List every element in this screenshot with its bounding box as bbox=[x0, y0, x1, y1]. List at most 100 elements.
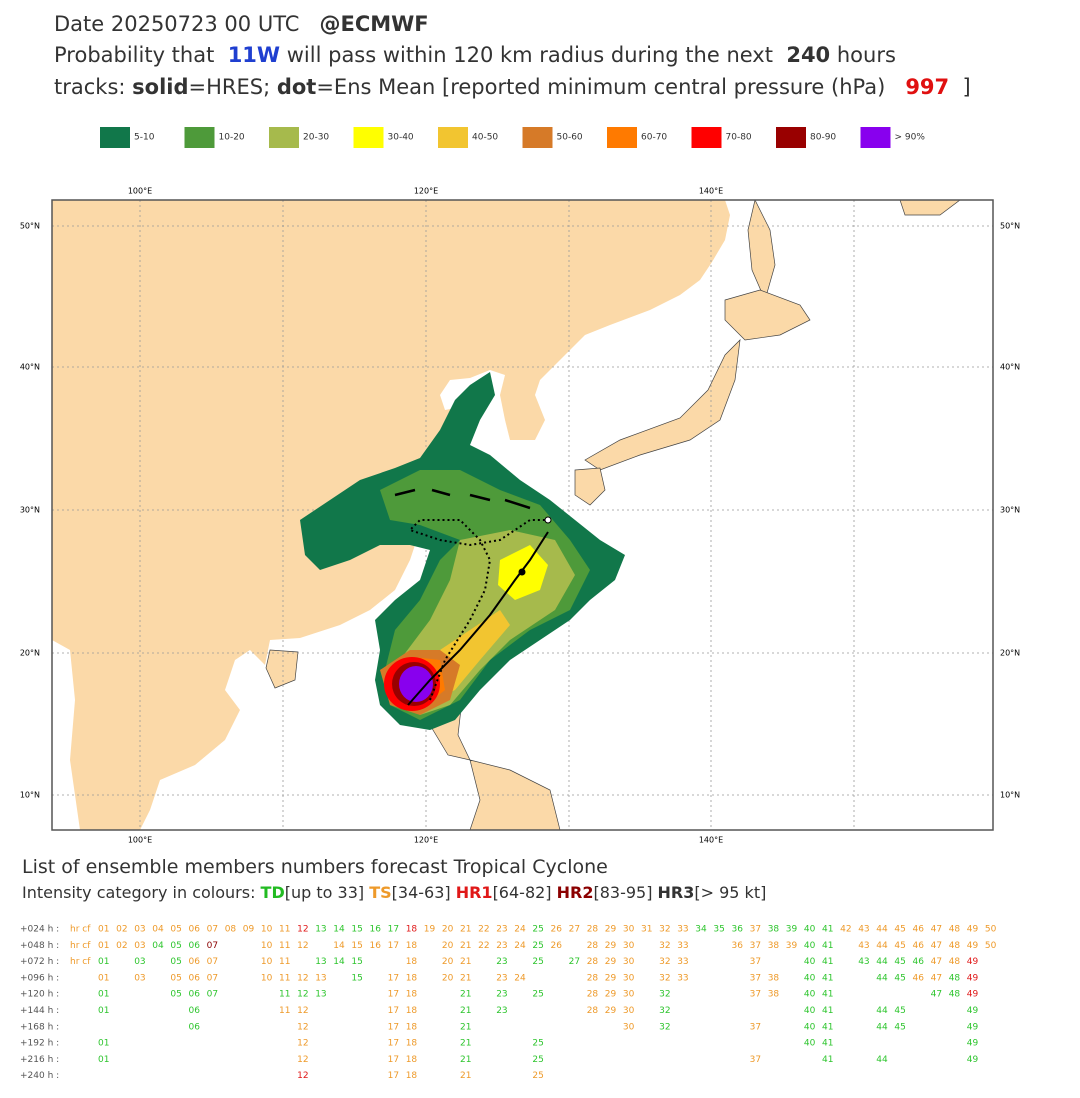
member-number: 16 bbox=[370, 941, 382, 951]
member-number: 44 bbox=[876, 925, 888, 935]
member-number: 17 bbox=[388, 925, 399, 935]
member-number: 38 bbox=[768, 941, 780, 951]
member-number: 30 bbox=[623, 957, 635, 967]
member-number: 32 bbox=[659, 973, 670, 983]
row-label: +240 h : bbox=[20, 1071, 59, 1081]
legend-label: 20-30 bbox=[303, 133, 329, 143]
member-number: 48 bbox=[949, 925, 961, 935]
member-number: 36 bbox=[732, 925, 744, 935]
legend-swatch bbox=[691, 127, 722, 148]
map-frame bbox=[51, 199, 994, 831]
member-number: 03 bbox=[134, 973, 145, 983]
member-number: hr cf bbox=[70, 957, 91, 967]
text-segment: TS bbox=[369, 883, 392, 902]
member-number: 13 bbox=[315, 973, 326, 983]
member-number: 11 bbox=[279, 957, 290, 967]
member-number: 10 bbox=[261, 957, 273, 967]
member-number: 47 bbox=[931, 973, 942, 983]
member-number: 39 bbox=[786, 925, 798, 935]
text-segment: Intensity category in colours: bbox=[22, 883, 261, 902]
member-number: 45 bbox=[894, 1006, 905, 1016]
member-number: 01 bbox=[98, 957, 109, 967]
member-number: 07 bbox=[207, 925, 218, 935]
legend-swatch bbox=[353, 127, 384, 148]
member-number: 13 bbox=[315, 990, 326, 1000]
member-number: 45 bbox=[894, 925, 905, 935]
lon-label: 100°E bbox=[128, 836, 152, 845]
member-number: 05 bbox=[170, 925, 181, 935]
member-number: 18 bbox=[406, 990, 418, 1000]
member-number: 33 bbox=[677, 941, 688, 951]
member-number: 44 bbox=[876, 957, 888, 967]
legend-label: 80-90 bbox=[810, 133, 836, 143]
member-number: 28 bbox=[587, 957, 599, 967]
member-number: 29 bbox=[605, 990, 617, 1000]
text-segment: =Ens Mean [reported minimum central pres… bbox=[316, 75, 906, 99]
member-number: 41 bbox=[822, 925, 833, 935]
row-label: +168 h : bbox=[20, 1022, 59, 1032]
lon-label: 120°E bbox=[414, 187, 438, 196]
member-number: 49 bbox=[967, 925, 979, 935]
member-number: 29 bbox=[605, 957, 617, 967]
member-number: 40 bbox=[804, 1039, 816, 1049]
member-number: 17 bbox=[388, 1055, 399, 1065]
member-number: 21 bbox=[460, 990, 471, 1000]
member-number: 29 bbox=[605, 941, 617, 951]
member-number: 04 bbox=[152, 941, 164, 951]
member-number: 41 bbox=[822, 1006, 833, 1016]
member-number: 17 bbox=[388, 990, 399, 1000]
member-number: 41 bbox=[822, 990, 833, 1000]
text-segment: dot bbox=[276, 75, 317, 99]
member-number: 12 bbox=[297, 973, 308, 983]
member-number: 44 bbox=[876, 1022, 888, 1032]
member-number: 15 bbox=[351, 957, 362, 967]
member-number: 37 bbox=[750, 990, 761, 1000]
member-number: 32 bbox=[659, 1006, 670, 1016]
member-number: 14 bbox=[333, 925, 345, 935]
legend-label: 60-70 bbox=[641, 133, 667, 143]
member-number: 29 bbox=[605, 1006, 617, 1016]
member-number: 40 bbox=[804, 1022, 816, 1032]
member-number: 40 bbox=[804, 941, 816, 951]
legend-swatch bbox=[860, 127, 891, 148]
text-segment: HR1 bbox=[455, 883, 493, 902]
member-number: 08 bbox=[225, 925, 237, 935]
row-label: +192 h : bbox=[20, 1039, 59, 1049]
text-segment: 240 bbox=[786, 43, 831, 67]
member-number: 12 bbox=[297, 1022, 308, 1032]
member-number: 21 bbox=[460, 1039, 471, 1049]
member-number: 25 bbox=[532, 957, 543, 967]
member-number: 43 bbox=[858, 941, 869, 951]
member-number: 01 bbox=[98, 990, 109, 1000]
member-number: 06 bbox=[189, 990, 201, 1000]
member-number: 12 bbox=[297, 990, 308, 1000]
member-number: 11 bbox=[279, 941, 290, 951]
member-number: 49 bbox=[967, 941, 979, 951]
text-segment: will pass within 120 km radius during th… bbox=[280, 43, 787, 67]
member-number: 18 bbox=[406, 941, 418, 951]
member-number: 17 bbox=[388, 973, 399, 983]
member-number: 41 bbox=[822, 1022, 833, 1032]
member-number: 20 bbox=[442, 973, 454, 983]
member-number: 02 bbox=[116, 941, 127, 951]
member-number: 28 bbox=[587, 990, 599, 1000]
member-number: 18 bbox=[406, 957, 418, 967]
lat-label: 50°N bbox=[1000, 222, 1020, 231]
legend-swatch bbox=[269, 127, 299, 148]
member-number: 03 bbox=[134, 925, 145, 935]
text-segment: Probability that bbox=[54, 43, 228, 67]
member-number: 18 bbox=[406, 1022, 418, 1032]
tracks bbox=[394, 488, 552, 706]
member-number: 32 bbox=[659, 925, 670, 935]
member-number: 37 bbox=[750, 925, 761, 935]
text-segment: TD bbox=[260, 883, 285, 902]
member-number: 24 bbox=[514, 973, 526, 983]
member-number: 21 bbox=[460, 925, 471, 935]
text-segment: tracks: bbox=[54, 75, 133, 99]
legend-label: 30-40 bbox=[388, 133, 414, 143]
member-number: 23 bbox=[496, 1006, 507, 1016]
member-number: 18 bbox=[406, 973, 418, 983]
member-number: 43 bbox=[858, 957, 869, 967]
member-number: 16 bbox=[370, 925, 382, 935]
member-number: 05 bbox=[170, 973, 181, 983]
